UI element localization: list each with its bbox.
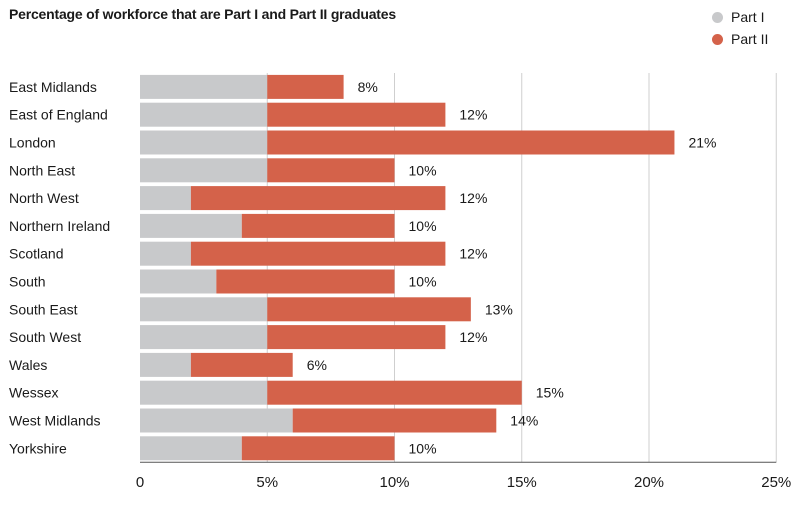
legend-swatch-part-i (712, 11, 723, 23)
bar-part-i-north-east (140, 158, 268, 183)
bar-part-i-north-west (140, 186, 191, 211)
total-label-scotland: 12% (459, 246, 487, 262)
x-tick-label-10: 10% (379, 474, 409, 491)
total-label-west-midlands: 14% (510, 413, 538, 429)
bar-part-ii-west-midlands (292, 408, 497, 433)
x-tick-label-15: 15% (507, 474, 537, 491)
bar-part-ii-scotland (190, 241, 446, 266)
total-label-east-midlands: 8% (358, 79, 378, 95)
category-label-south-west: South West (9, 329, 81, 345)
bar-part-ii-south (216, 269, 395, 294)
category-label-yorkshire: Yorkshire (9, 440, 67, 456)
total-label-wales: 6% (307, 357, 327, 373)
bar-part-ii-south-west (267, 325, 446, 350)
total-label-yorkshire: 10% (409, 440, 437, 456)
bar-part-ii-yorkshire (241, 436, 395, 461)
category-label-wales: Wales (9, 357, 47, 373)
bar-part-i-scotland (140, 241, 191, 266)
category-label-east-of-england: East of England (9, 107, 108, 123)
bar-part-ii-north-west (190, 186, 446, 211)
category-label-north-east: North East (9, 162, 75, 178)
category-label-wessex: Wessex (9, 385, 59, 401)
x-tick-label-20: 20% (634, 474, 664, 491)
total-label-south: 10% (409, 274, 437, 290)
legend-swatch-part-ii (712, 33, 723, 45)
category-label-south: South (9, 274, 46, 290)
legend-item-part-i: Part I (712, 6, 768, 28)
category-label-east-midlands: East Midlands (9, 79, 97, 95)
category-label-west-midlands: West Midlands (9, 413, 101, 429)
legend-label-part-i: Part I (731, 9, 765, 25)
total-label-london: 21% (688, 135, 716, 151)
legend-label-part-ii: Part II (731, 31, 769, 47)
bar-part-i-east-midlands (140, 74, 268, 99)
bar-part-i-london (140, 130, 268, 155)
x-tick-label-0: 0 (136, 474, 144, 491)
category-label-south-east: South East (9, 301, 78, 317)
legend-item-part-ii: Part II (712, 28, 768, 50)
bar-part-i-west-midlands (140, 408, 293, 433)
total-label-north-east: 10% (409, 162, 437, 178)
bar-part-ii-east-of-england (267, 102, 446, 127)
total-label-wessex: 15% (536, 385, 564, 401)
bar-part-i-south-west (140, 325, 268, 350)
category-label-north-west: North West (9, 190, 79, 206)
bar-part-i-south-east (140, 297, 268, 322)
category-label-london: London (9, 135, 56, 151)
bar-part-ii-london (267, 130, 675, 155)
bar-part-i-wessex (140, 380, 268, 405)
bar-part-ii-wessex (267, 380, 522, 405)
total-label-east-of-england: 12% (459, 107, 487, 123)
legend: Part I Part II (712, 6, 768, 50)
bar-part-i-yorkshire (140, 436, 242, 461)
total-label-northern-ireland: 10% (409, 218, 437, 234)
bar-part-i-wales (140, 352, 191, 377)
total-label-south-west: 12% (459, 329, 487, 345)
bar-part-i-northern-ireland (140, 213, 242, 238)
total-label-south-east: 13% (485, 301, 513, 317)
x-tick-label-5: 5% (256, 474, 278, 491)
bar-part-ii-northern-ireland (241, 213, 395, 238)
x-tick-label-25: 25% (761, 474, 791, 491)
bar-part-ii-wales (190, 352, 293, 377)
category-label-scotland: Scotland (9, 246, 63, 262)
bar-part-i-east-of-england (140, 102, 268, 127)
bar-part-ii-east-midlands (267, 74, 344, 99)
total-label-north-west: 12% (459, 190, 487, 206)
category-label-northern-ireland: Northern Ireland (9, 218, 110, 234)
bar-part-i-south (140, 269, 217, 294)
bar-part-ii-north-east (267, 158, 395, 183)
chart-title: Percentage of workforce that are Part I … (9, 6, 396, 22)
bar-part-ii-south-east (267, 297, 471, 322)
